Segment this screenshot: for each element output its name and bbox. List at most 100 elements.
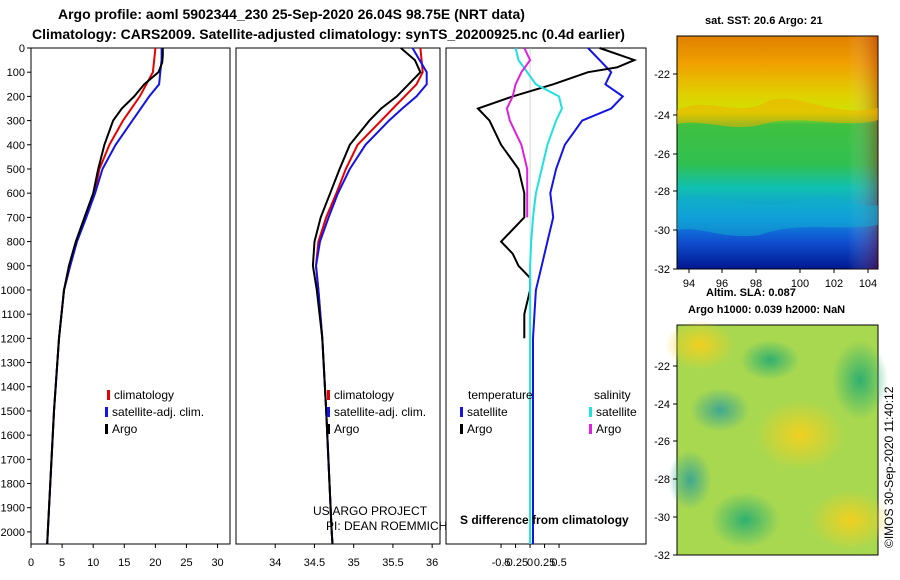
lon-tick-label: 102 (825, 278, 843, 290)
depth-tick-label: 1600 (1, 430, 25, 442)
series-line-argo (311, 47, 422, 545)
x-tick-label: 0.25 (534, 557, 555, 569)
depth-tick-label: 1100 (1, 309, 25, 321)
imos-stamp: ©IMOS 30-Sep-2020 11:40:12 (882, 386, 896, 548)
depth-tick-label: 1000 (1, 285, 25, 297)
legend-swatch-satellite-adj (105, 407, 108, 417)
difference-panel (445, 47, 647, 545)
legend-label-sal-argo: Argo (596, 422, 622, 436)
legend-label-temp-satellite: satellite (467, 405, 508, 419)
legend-swatch-argo (105, 424, 108, 434)
depth-tick-label: 1700 (1, 454, 25, 466)
x-tick-label: 25 (180, 557, 192, 569)
x-tick-label: 15 (118, 557, 130, 569)
lon-tick-label: 104 (859, 278, 877, 290)
depth-tick-label: 500 (7, 164, 25, 176)
series-line-temperature-satellite (532, 47, 625, 544)
depth-tick-label: 1200 (1, 333, 25, 345)
legend-swatch-temp-argo (460, 424, 463, 434)
sla-map-blob (810, 490, 890, 550)
lat-tick-label: -22 (654, 361, 670, 373)
x-tick-label: 34.5 (304, 557, 325, 569)
lat-tick-label: -28 (654, 474, 670, 486)
sst-map-band (677, 197, 878, 237)
lat-tick-label: -24 (654, 399, 670, 411)
lat-tick-label: -30 (654, 512, 670, 524)
depth-tick-label: 700 (7, 212, 25, 224)
depth-tick-label: 800 (7, 237, 25, 249)
lon-tick-label: 96 (716, 278, 728, 290)
series-line-salinity-argo (505, 47, 532, 218)
sla-map-blob (710, 492, 780, 548)
depth-tick-label: 2000 (1, 527, 25, 539)
sla-map-blob (832, 340, 888, 420)
temperature-legend: climatology satellite-adj. clim. Argo (105, 388, 204, 436)
depth-tick-label: 600 (7, 188, 25, 200)
series-line-temperature-argo (476, 47, 638, 339)
difference-legend: temperature salinity satellite Argo sate… (460, 388, 637, 436)
depth-tick-label: 900 (7, 261, 25, 273)
series-line-salinity-satellite (514, 47, 563, 544)
x-tick-label: 0.5 (551, 557, 566, 569)
x-tick-label: 5 (59, 557, 65, 569)
depth-tick-label: 1900 (1, 503, 25, 515)
legend-label-argo: Argo (334, 422, 360, 436)
x-tick-label: 0 (28, 557, 34, 569)
legend-group-salinity: salinity (594, 388, 631, 402)
lon-tick-label: 98 (750, 278, 762, 290)
sst-map-band (677, 98, 878, 128)
depth-tick-label: 1800 (1, 479, 25, 491)
legend-label-argo: Argo (112, 422, 138, 436)
legend-swatch-satellite-adj (327, 407, 330, 417)
lon-tick-label: 94 (683, 278, 695, 290)
legend-label-temp-argo: Argo (467, 422, 493, 436)
title-line-2: Climatology: CARS2009. Satellite-adjuste… (32, 26, 625, 42)
x-tick-label: 35.5 (382, 557, 403, 569)
salinity-legend: climatology satellite-adj. clim. Argo (327, 388, 426, 436)
legend-label-sal-satellite: satellite (596, 405, 637, 419)
sst-map-overlay (677, 36, 878, 269)
legend-label-satellite-adj: satellite-adj. clim. (112, 405, 204, 419)
x-tick-label: 35 (348, 557, 360, 569)
sst-map-title: sat. SST: 20.6 Argo: 21 (705, 15, 823, 27)
depth-tick-label: 0 (19, 43, 25, 55)
x-tick-label: 36 (426, 557, 438, 569)
lat-tick-label: -28 (654, 186, 670, 198)
lon-tick-label: 100 (791, 278, 809, 290)
legend-swatch-sal-satellite (589, 407, 592, 417)
depth-tick-label: 200 (7, 91, 25, 103)
depth-tick-label: 1300 (1, 358, 25, 370)
sla-map-blob (668, 450, 712, 510)
legend-swatch-temp-satellite (460, 407, 463, 417)
legend-swatch-climatology (327, 390, 330, 400)
title-line-1: Argo profile: aoml 5902344_230 25-Sep-20… (58, 6, 525, 22)
difference-title: S difference from climatology (460, 513, 629, 527)
sst-map-axes: 94 96 98 100 102 104 -22 -24 -26 -28 -30 -32 (654, 69, 877, 290)
lat-tick-label: -22 (654, 69, 670, 81)
legend-swatch-argo (327, 424, 330, 434)
depth-tick-label: 1400 (1, 382, 25, 394)
sla-map-blob (740, 340, 800, 380)
sla-title-1: Altim. SLA: 0.087 (706, 287, 796, 299)
x-tick-label: 30 (211, 557, 223, 569)
sla-map (665, 320, 890, 556)
legend-label-climatology: climatology (114, 388, 174, 402)
lat-tick-label: -32 (654, 550, 670, 562)
salinity-panel (235, 47, 441, 545)
sla-map-blob (665, 320, 735, 370)
lat-tick-label: -26 (654, 436, 670, 448)
legend-label-climatology: climatology (334, 388, 394, 402)
depth-tick-label: 300 (7, 116, 25, 128)
lat-tick-label: -26 (654, 149, 670, 161)
x-tick-label: 10 (87, 557, 99, 569)
sla-map-blob (690, 388, 750, 432)
depth-tick-label: 100 (7, 67, 25, 79)
legend-swatch-climatology (107, 390, 110, 400)
lat-tick-label: -32 (654, 264, 670, 276)
x-tick-label: 0 (527, 557, 533, 569)
lat-tick-label: -30 (654, 225, 670, 237)
x-tick-label: 20 (149, 557, 161, 569)
sst-map (676, 35, 879, 270)
depth-tick-label: 400 (7, 140, 25, 152)
